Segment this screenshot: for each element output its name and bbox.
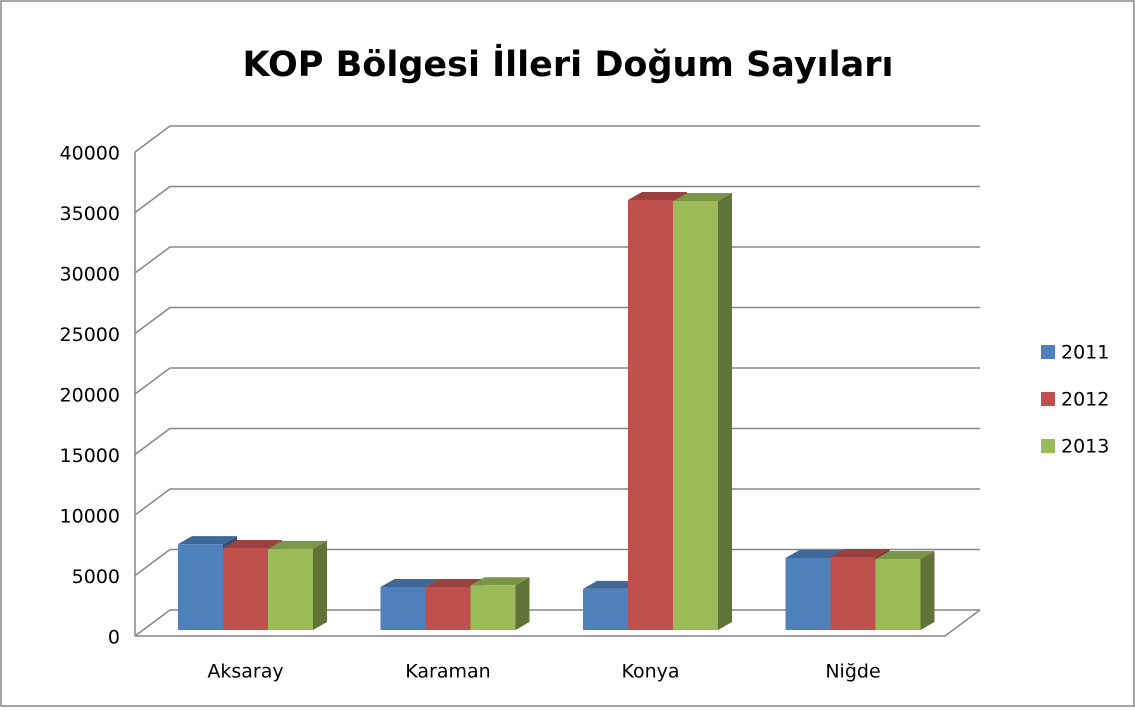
x-tick-label: Niğde (825, 661, 880, 683)
bar (673, 193, 732, 630)
y-tick-label: 30000 (60, 264, 120, 286)
y-tick-label: 25000 (60, 324, 120, 346)
bar-side (313, 540, 327, 630)
bar-front (785, 558, 831, 630)
bar-top (178, 536, 237, 545)
legend-label: 2011 (1061, 342, 1109, 364)
bar-side (515, 577, 530, 630)
legend-swatch (1041, 439, 1055, 453)
bar-front (875, 558, 921, 630)
y-tick-label: 5000 (72, 566, 120, 588)
legend-label: 2013 (1061, 436, 1109, 458)
y-tick-label: 10000 (60, 506, 120, 528)
bar-top (583, 580, 642, 589)
bar-side (718, 193, 732, 630)
bar-front (425, 587, 471, 630)
bar-front (470, 585, 516, 630)
bar-top (268, 540, 327, 549)
bar-top (223, 539, 282, 548)
bar-top (785, 550, 845, 559)
bar-top (380, 579, 440, 588)
legend-swatch (1041, 392, 1055, 406)
bar (875, 550, 935, 630)
grid-line (134, 125, 980, 153)
bar-top (470, 577, 530, 586)
bar-top (425, 579, 485, 588)
bar-front (673, 201, 718, 630)
bar (268, 540, 327, 630)
bar-front (830, 557, 876, 630)
grid-line (134, 185, 980, 214)
y-tick-label: 35000 (60, 203, 120, 225)
chart-title: KOP Bölgesi İlleri Doğum Sayıları (242, 43, 893, 85)
y-tick-label: 0 (108, 627, 120, 649)
y-tick-label: 15000 (60, 445, 120, 467)
bar-front (628, 199, 673, 630)
bar-front (223, 547, 268, 630)
bar-front (583, 588, 628, 630)
legend-swatch (1041, 345, 1055, 359)
bar-top (628, 191, 687, 200)
bar-front (268, 548, 313, 630)
legend-label: 2012 (1061, 389, 1109, 411)
bar-side (920, 550, 935, 630)
bar-top (673, 193, 732, 202)
x-tick-label: Aksaray (207, 661, 283, 683)
bar-top (875, 550, 935, 559)
y-tick-label: 20000 (60, 385, 120, 407)
x-tick-label: Karaman (405, 661, 490, 683)
y-tick-label: 40000 (60, 143, 120, 165)
bar-front (380, 587, 426, 630)
bar-top (830, 549, 890, 558)
floor (135, 609, 981, 637)
x-tick-label: Konya (621, 661, 679, 683)
bar-front (178, 544, 223, 630)
bar (470, 577, 530, 630)
